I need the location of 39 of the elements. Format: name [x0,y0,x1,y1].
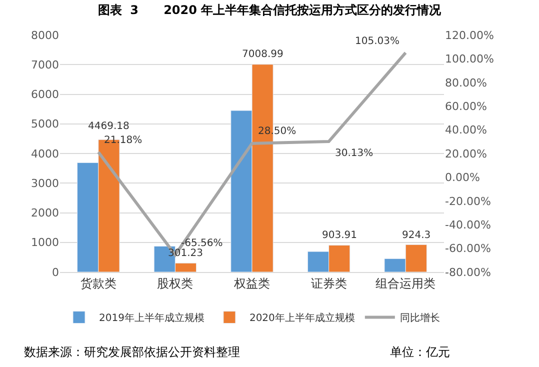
legend-label: 同比增长 [400,312,440,324]
y2-tick-label: 20.00% [445,147,487,160]
x-tick-label: 货款类 [80,276,116,290]
legend-label: 2019年上半年成立规模 [99,312,204,324]
y-tick-label: 5000 [31,118,59,131]
data-label: 105.03% [355,36,400,47]
data-label: 7008.99 [242,49,284,60]
y2-tick-label: -20.00% [445,194,491,208]
x-tick-label: 股权类 [157,276,194,290]
y2-tick-label: 80.00% [445,76,487,90]
text: 单位：亿元 [390,345,450,359]
y-tick-label: 7000 [31,58,59,72]
data-label: 4469.18 [88,121,130,132]
y-tick-label: 3000 [31,176,59,190]
x-tick-label: 组合运用类 [376,276,436,290]
data-label: 21.18% [104,135,142,146]
legend-label: 2020年上半年成立规模 [249,312,355,324]
y2-tick-label: -40.00% [445,218,491,232]
y-tick-label: 6000 [31,88,59,102]
data-label: -65.56% [181,238,223,249]
y-tick-label: 4000 [31,147,59,160]
y2-tick-label: 0.00% [445,171,480,184]
data-label: 30.13% [335,148,374,159]
y2-tick-label: 120.00% [445,28,494,42]
y-tick-label: 0 [52,266,59,279]
y2-tick-label: 60.00% [445,100,487,113]
y2-tick-label: 40.00% [445,124,487,137]
x-tick-label: 证券类 [310,276,347,290]
y2-tick-label: -80.00% [445,266,491,279]
data-label: 903.91 [322,230,357,241]
y2-tick-label: 100.00% [445,52,494,66]
y-tick-label: 8000 [31,28,59,42]
source-note: 数据来源：研究发展部依据公开资料整理 [24,345,240,359]
y2-tick-label: -60.00% [445,242,491,256]
x-tick-label: 权益类 [233,276,270,290]
y-tick-label: 2000 [31,206,59,220]
chart-title: 图表 3 2020 年上半年集合信托按运用方式区分的发行情况 [98,2,442,17]
y-tick-label: 1000 [31,236,59,250]
data-label: 924.3 [402,230,431,241]
